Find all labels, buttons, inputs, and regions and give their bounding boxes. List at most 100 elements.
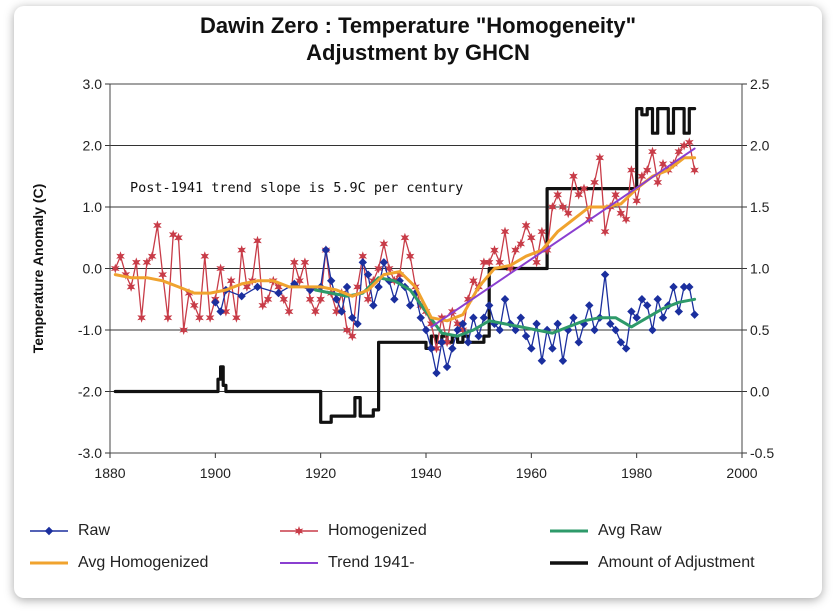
raw-point: [363, 270, 373, 279]
raw-point: [369, 301, 378, 310]
raw-point: [416, 313, 425, 322]
tick-labels: -3.0 -2.0 -1.0 0.0 1.0 2.0 3.0 -0.5 0.0 0.5 1.0 1.5…: [78, 76, 774, 481]
homogenized-point: [347, 331, 357, 342]
series-amount-of-adjustment: [113, 107, 697, 424]
y2-tick-label: -0.5: [750, 445, 774, 461]
raw-point: [342, 282, 352, 292]
homogenized-point: [242, 281, 252, 292]
y-tick-label: 3.0: [83, 76, 103, 92]
chart-card: Dawin Zero : Temperature "Homogeneity" A…: [14, 6, 822, 598]
raw-point: [648, 325, 657, 335]
homogenized-point: [611, 189, 620, 200]
legend-label: Avg Raw: [598, 522, 662, 539]
raw-point: [585, 301, 594, 310]
homogenized-point: [158, 269, 167, 280]
homogenized-point: [495, 257, 505, 268]
raw-point: [406, 301, 415, 310]
legend-label: Raw: [78, 522, 111, 539]
raw-point: [358, 258, 367, 267]
homogenized-point: [342, 325, 352, 335]
homogenized-point: [674, 146, 684, 157]
raw-point: [600, 270, 610, 279]
raw-point: [237, 291, 246, 301]
legend-swatch: [550, 561, 588, 565]
homogenized-point: [237, 245, 246, 256]
raw-point: [469, 313, 478, 322]
y2-tick-label: 1.5: [750, 199, 770, 215]
raw-point: [653, 295, 662, 304]
legend-item: Avg Raw: [548, 519, 662, 543]
series-line: [430, 147, 696, 328]
homogenized-point: [374, 263, 383, 274]
legend-item: Raw: [28, 519, 110, 543]
homogenized-point: [168, 229, 178, 240]
homogenized-point: [147, 251, 157, 262]
trend-annotation: Post-1941 trend slope is 5.9C per centur…: [130, 180, 463, 196]
raw-point: [321, 245, 331, 255]
raw-point: [637, 295, 647, 304]
chart-title: Dawin Zero : Temperature "Homogeneity" A…: [199, 13, 637, 65]
homogenized-point: [685, 137, 694, 148]
plot-area: -3.0 -2.0 -1.0 0.0 1.0 2.0 3.0 -0.5 0.0 0.5 1.0 1.5…: [30, 76, 774, 481]
raw-point: [553, 319, 562, 329]
homogenized-point: [648, 146, 657, 157]
homogenized-point: [184, 288, 194, 299]
homogenized-point: [226, 275, 236, 286]
homogenized-point: [537, 226, 547, 237]
raw-point: [390, 295, 399, 304]
homogenized-point: [200, 251, 210, 262]
homogenized-point: [569, 171, 578, 182]
y-axis-label: Temperature Anomaly (C): [30, 184, 46, 354]
legend-item: Avg Homogenized: [28, 551, 208, 575]
homogenized-point: [363, 294, 373, 305]
raw-point: [558, 356, 568, 365]
y-tick-label: -2.0: [78, 384, 102, 400]
series-avg-homogenized: [113, 156, 697, 323]
y-tick-label: 2.0: [83, 138, 103, 154]
raw-point: [453, 325, 462, 335]
homogenized-point: [679, 140, 689, 151]
homogenized-point: [142, 257, 152, 268]
homogenized-point: [469, 275, 478, 286]
homogenized-point: [579, 183, 589, 194]
raw-point: [606, 319, 615, 329]
y2-tick-label: 2.0: [750, 138, 770, 154]
homogenized-point: [432, 343, 441, 354]
legend-item: Amount of Adjustment: [548, 551, 755, 575]
plot-frame: [109, 83, 743, 454]
homogenized-point: [463, 294, 473, 305]
homogenized-point: [179, 325, 189, 335]
homogenized-point: [174, 232, 183, 243]
homogenized-point: [563, 208, 573, 219]
homogenized-point: [258, 300, 268, 311]
raw-point: [495, 325, 504, 335]
homogenized-point: [232, 312, 241, 323]
homogenized-point: [353, 281, 362, 292]
raw-point: [564, 325, 573, 335]
legend-item: Trend 1941-: [278, 551, 415, 575]
homogenized-point: [205, 312, 215, 323]
y-tick-label: 1.0: [83, 199, 103, 215]
homogenized-point: [590, 177, 599, 188]
raw-point: [253, 282, 262, 292]
raw-point: [679, 282, 689, 292]
raw-point: [348, 313, 357, 322]
homogenized-point: [311, 306, 320, 317]
homogenized-point: [221, 306, 231, 317]
homogenized-point: [195, 312, 204, 323]
homogenized-point: [527, 232, 536, 243]
raw-point: [611, 325, 620, 335]
legend-item: Homogenized: [278, 519, 427, 543]
homogenized-point: [216, 263, 225, 274]
homogenized-point: [253, 235, 262, 246]
raw-point: [442, 362, 452, 372]
homogenized-point: [627, 165, 636, 176]
homogenized-point: [294, 526, 304, 536]
legend-swatch: [280, 562, 318, 564]
raw-point: [353, 319, 362, 329]
homogenized-point: [484, 257, 494, 268]
raw-point: [621, 344, 631, 353]
raw-point: [374, 282, 383, 292]
y2-tick-label: 0.0: [750, 384, 770, 400]
legend-label: Trend 1941-: [328, 554, 415, 571]
